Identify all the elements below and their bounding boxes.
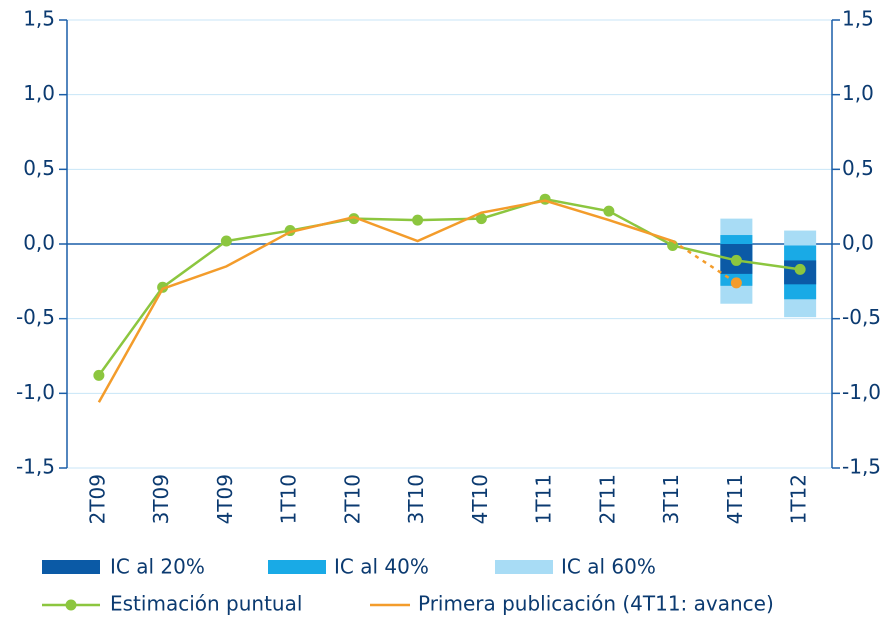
y-tick-label: -0,5 — [16, 305, 55, 329]
series-marker — [730, 277, 742, 289]
y2-tick-label: -1,5 — [842, 455, 881, 479]
y2-tick-label: -1,0 — [842, 380, 881, 404]
series-line — [97, 199, 674, 403]
series-marker — [475, 213, 487, 225]
y2-tick-label: 1,5 — [842, 7, 874, 31]
legend-label: IC al 20% — [110, 555, 205, 579]
y-tick-label: -1,0 — [16, 380, 55, 404]
series-marker — [730, 254, 742, 266]
series-marker — [603, 205, 615, 217]
y2-tick-label: 0,5 — [842, 156, 874, 180]
legend-swatch — [42, 560, 100, 574]
series-marker — [93, 369, 105, 381]
legend-label: IC al 60% — [561, 555, 656, 579]
legend-label: Primera publicación (4T11: avance) — [418, 592, 774, 616]
x-tick-label: 2T09 — [85, 474, 109, 524]
x-tick-label: 1T10 — [277, 474, 301, 524]
y2-tick-label: 0,0 — [842, 231, 874, 255]
y-tick-label: 0,5 — [23, 156, 55, 180]
series-marker — [794, 263, 806, 275]
legend-swatch — [268, 560, 326, 574]
series-marker — [348, 213, 360, 225]
y-tick-label: 0,0 — [23, 231, 55, 255]
y2-tick-label: -0,5 — [842, 305, 881, 329]
x-tick-label: 1T12 — [787, 474, 811, 524]
x-tick-label: 2T11 — [595, 474, 619, 524]
series-line-dashed — [671, 239, 738, 284]
legend-label: IC al 40% — [334, 555, 429, 579]
y-tick-label: 1,5 — [23, 7, 55, 31]
series-marker — [220, 235, 232, 247]
x-tick-label: 3T10 — [404, 474, 428, 524]
x-tick-label: 3T11 — [659, 474, 683, 524]
x-tick-label: 4T09 — [213, 474, 237, 524]
y-tick-label: -1,5 — [16, 455, 55, 479]
y-tick-label: 1,0 — [23, 81, 55, 105]
series-marker — [412, 214, 424, 226]
x-tick-label: 3T09 — [149, 474, 173, 524]
x-tick-label: 4T10 — [468, 474, 492, 524]
x-tick-label: 2T10 — [340, 474, 364, 524]
x-tick-label: 4T11 — [723, 474, 747, 524]
series-marker — [157, 281, 169, 293]
x-tick-label: 1T11 — [532, 474, 556, 524]
legend-label: Estimación puntual — [110, 592, 302, 616]
y2-tick-label: 1,0 — [842, 81, 874, 105]
legend-swatch — [495, 560, 553, 574]
legend-marker — [65, 599, 77, 611]
